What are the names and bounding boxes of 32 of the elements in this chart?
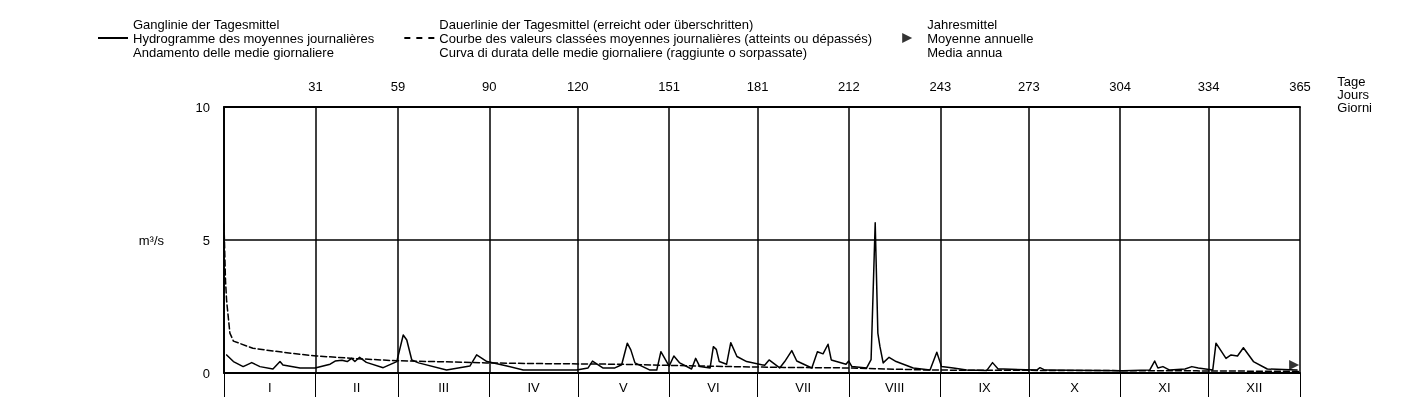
x-tick-label: 181 (746, 79, 769, 94)
x-tick-label: 212 (838, 79, 860, 94)
x-tick-label: 273 (1017, 79, 1040, 94)
x-tick-label: 365 (1289, 79, 1311, 94)
y-tick-label: 5 (202, 232, 210, 248)
x-tick-label: 243 (929, 79, 952, 94)
x-tick-label: 90 (482, 79, 497, 94)
x-tick-label: 120 (566, 79, 589, 94)
text: IV (527, 380, 540, 395)
y-tick-label: 0 (202, 365, 210, 381)
x-tick-label: 304 (1109, 79, 1132, 94)
text: XI (1158, 380, 1171, 395)
text: XII (1246, 380, 1263, 395)
text: X (1070, 380, 1080, 395)
x-tick-label: 31 (308, 79, 323, 94)
legend-label: Dauerlinie der Tagesmittel (erreicht oder überschritten) Courbe des valeurs classées moyennes journalières (atteints ou dépassés) Curva di durata delle medie giornaliere (raggiunte o sorpassate) (439, 16, 873, 60)
x-tick-label: 59 (390, 79, 406, 94)
text: III (438, 380, 450, 395)
legend-label: Ganglinie der Tagesmittel Hydrogramme des moyennes journalières Andamento delle medie giornaliere (133, 16, 375, 60)
text: V (619, 380, 629, 395)
x-tick-label: 151 (658, 79, 680, 94)
y-tick-label: 10 (195, 99, 210, 115)
x-axis-title: Tage Jours Giorni (1337, 74, 1373, 115)
text: II (353, 380, 361, 395)
y-axis-title: m³/s (138, 232, 165, 248)
text: VIII (884, 380, 905, 395)
text: VII (795, 380, 812, 395)
x-tick-label: 334 (1197, 79, 1220, 94)
text: IX (978, 380, 992, 395)
text: VI (707, 380, 720, 395)
text: I (267, 380, 272, 395)
legend-label: Jahresmittel Moyenne annuelle Media annua (927, 16, 1034, 60)
